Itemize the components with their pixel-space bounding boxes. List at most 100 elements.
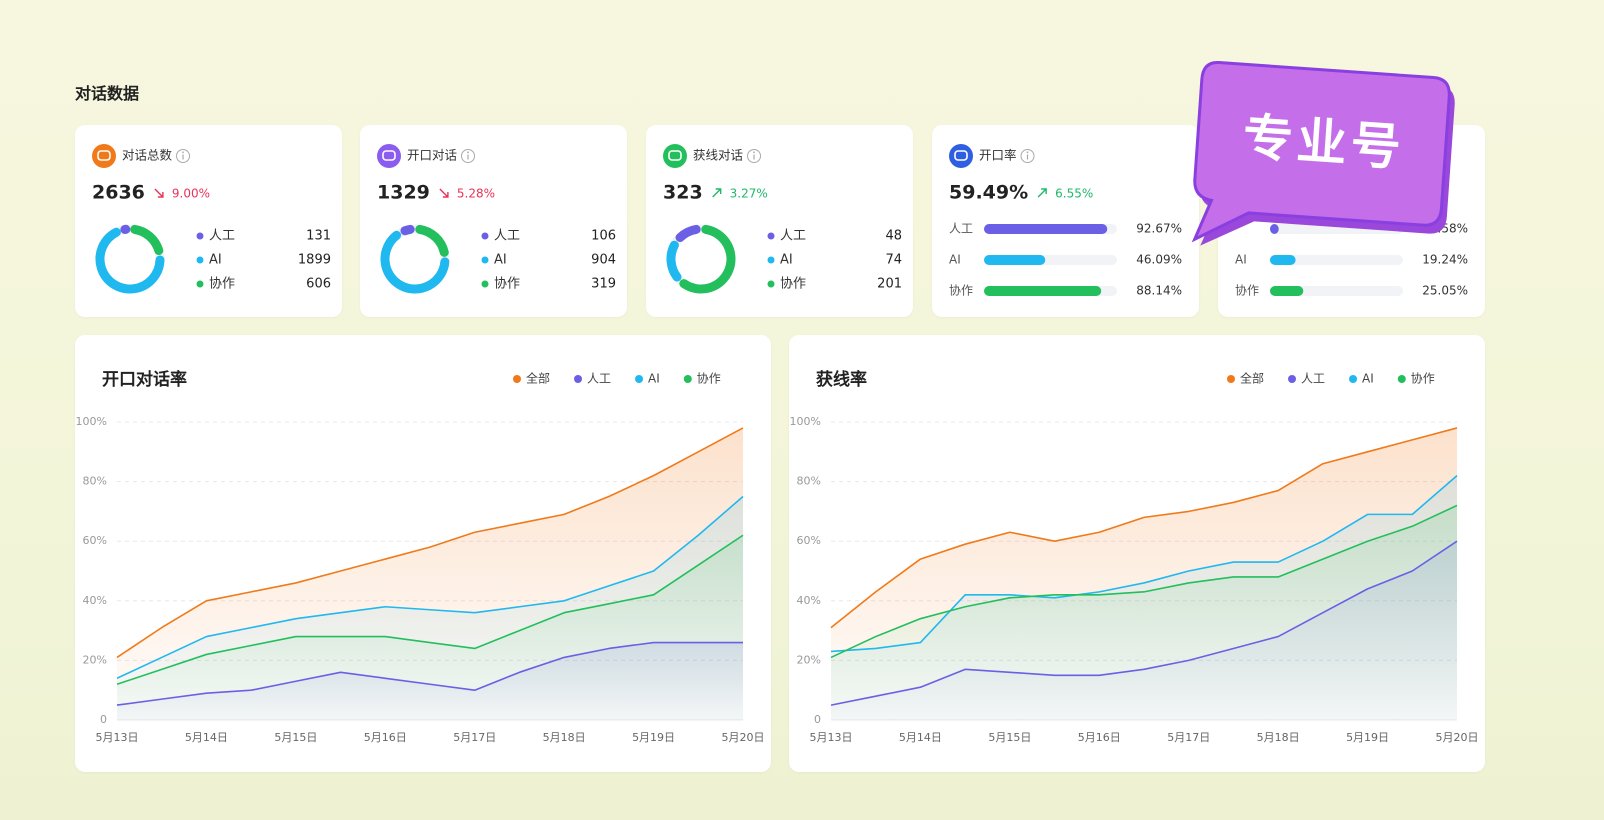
bar-value: 46.09% [1136, 253, 1182, 267]
card-canvas: 开口对话 1329 5.28% 人工 106 AI 904 协作 319 [377, 144, 616, 294]
y-tick-label: 20% [797, 653, 821, 666]
legend-value: 48 [885, 229, 902, 244]
stat-card: 获线对话 323 3.27% 人工 48 AI 74 协作 201 [646, 125, 913, 317]
bar-value: 88.14% [1136, 284, 1182, 298]
y-tick-label: 100% [790, 415, 821, 428]
legend-dot [196, 256, 204, 264]
bar [984, 255, 1046, 265]
legend-label: 人工 [494, 229, 520, 244]
legend-label: AI [780, 253, 793, 268]
donut-segment [130, 224, 164, 256]
bar-value: 25.05% [1422, 284, 1468, 298]
area [117, 535, 743, 720]
card-icon-glyph [668, 150, 682, 161]
legend-value: 904 [591, 253, 616, 268]
legend-dot [767, 256, 775, 264]
y-tick-label: 0 [100, 713, 107, 726]
legend-label: 人工 [780, 229, 806, 244]
legend-dot [1227, 375, 1235, 383]
legend-value: 606 [306, 277, 331, 292]
line [116, 534, 744, 685]
stat-card: 开口对话 1329 5.28% 人工 106 AI 904 协作 319 [360, 125, 627, 317]
x-tick-label: 5月19日 [632, 731, 675, 744]
legend-label: 协作 [1411, 371, 1435, 386]
x-tick-label: 5月15日 [988, 731, 1031, 744]
card-value: 1329 [377, 182, 430, 204]
card-title: 开口对话 [407, 148, 457, 163]
bar [984, 224, 1108, 234]
legend-dot [574, 375, 583, 383]
legend-dot [1397, 375, 1406, 383]
legend-dot [767, 232, 775, 240]
x-tick-label: 5月13日 [96, 731, 139, 744]
info-icon-dot [753, 151, 755, 154]
card-icon-glyph [382, 150, 396, 161]
card-value: 2636 [92, 182, 145, 204]
chart: 开口对话率 全部 人工 AI 协作 0 20% 40% 60% 80% 100% 5月13日 5月14日… [76, 369, 765, 744]
line [830, 504, 1458, 659]
legend-label: AI [1362, 372, 1374, 386]
card-title: 对话总数 [122, 148, 173, 163]
card-icon [663, 144, 687, 168]
chart-title: 开口对话率 [102, 369, 187, 390]
badge-text: 专业号 [1241, 108, 1407, 177]
bar-label: AI [949, 253, 961, 267]
legend-value: 319 [591, 277, 616, 292]
line [116, 495, 744, 680]
legend-dot [767, 280, 775, 288]
legend-value: 106 [591, 229, 616, 244]
y-tick-label: 20% [83, 653, 107, 666]
y-tick-label: 100% [76, 415, 107, 428]
legend-label: 人工 [209, 229, 235, 244]
card-canvas: 对话总数 2636 9.00% 人工 131 AI 1899 协作 606 [92, 144, 331, 294]
stat-card: 开口率 59.49% 6.55% 人工 92.67% AI 46.09% 协作 88.14% [932, 125, 1199, 317]
card-icon [377, 144, 401, 168]
legend-label: AI [209, 253, 222, 268]
x-tick-label: 5月18日 [543, 731, 586, 744]
bar-value: 19.24% [1422, 253, 1468, 267]
chart-panel: 开口对话率 全部 人工 AI 协作 0 20% 40% 60% 80% 100% 5月13日 5月14日… [75, 335, 771, 772]
y-tick-label: 40% [83, 594, 107, 607]
legend-label: 人工 [587, 372, 611, 386]
card-icon-glyph [97, 150, 111, 161]
bar-label: 协作 [1235, 283, 1259, 298]
card-title: 开口率 [979, 148, 1017, 163]
bar-label: 人工 [949, 222, 973, 236]
bar-track [1270, 255, 1403, 265]
trend-arrow [712, 188, 722, 198]
line [116, 641, 743, 706]
bar [1270, 255, 1296, 265]
card-icon-glyph [954, 150, 968, 161]
legend-dot [196, 280, 204, 288]
legend-dot [196, 232, 204, 240]
x-tick-label: 5月19日 [1346, 731, 1389, 744]
legend-dot [635, 375, 644, 383]
x-tick-label: 5月20日 [1436, 731, 1479, 744]
card-value: 323 [663, 182, 703, 204]
card-title: 获线对话 [693, 148, 743, 163]
card-icon [949, 144, 973, 168]
legend-dot [481, 232, 489, 240]
bar-label: 协作 [949, 283, 973, 298]
legend-label: 全部 [526, 371, 550, 386]
legend-label: 协作 [494, 277, 520, 292]
y-tick-label: 80% [83, 475, 107, 488]
y-tick-label: 0 [814, 713, 821, 726]
y-tick-label: 60% [797, 534, 821, 547]
donut-segment [666, 240, 682, 282]
chart: 获线率 全部 人工 AI 协作 0 20% 40% 60% 80% 100% 5月13日 5月14日 5月… [790, 369, 1479, 744]
legend-dot [1288, 375, 1297, 383]
trend-arrow [439, 188, 449, 198]
legend-value: 1899 [298, 253, 331, 268]
legend-value: 131 [306, 229, 331, 244]
donut-segment [415, 224, 449, 257]
info-icon [176, 149, 191, 163]
legend-label: AI [648, 372, 660, 386]
card-change: 6.55% [1055, 187, 1093, 201]
x-tick-label: 5月14日 [899, 731, 942, 744]
x-tick-label: 5月17日 [453, 731, 496, 744]
card-change: 5.28% [457, 187, 495, 201]
badge-bubble [1191, 61, 1451, 243]
legend-label: 协作 [780, 277, 806, 292]
x-tick-label: 5月13日 [810, 731, 853, 744]
